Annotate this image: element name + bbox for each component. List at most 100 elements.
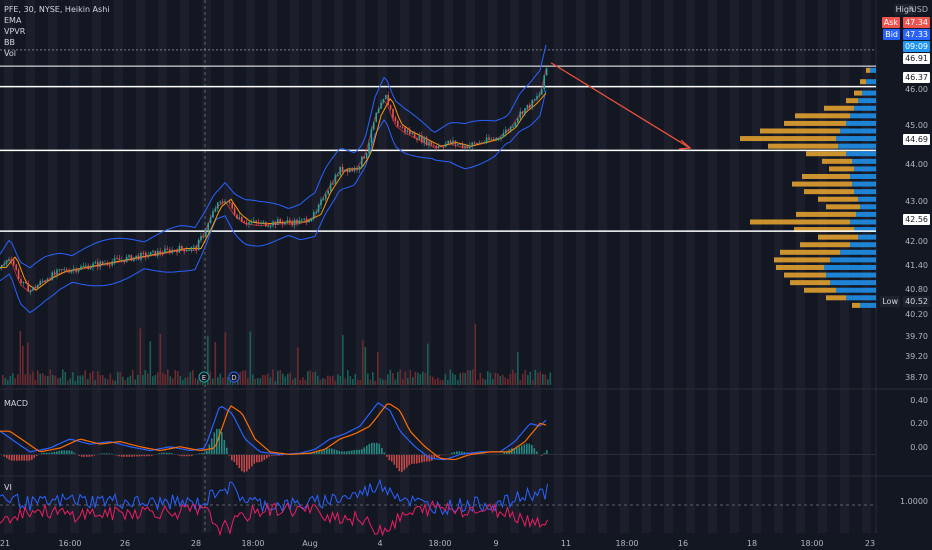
- candle-body: [152, 250, 154, 252]
- candle-body: [538, 94, 541, 97]
- level-tag-42-56[interactable]: 42.56: [903, 214, 930, 225]
- volume-bar: [292, 379, 294, 385]
- session-band: [312, 0, 321, 533]
- vpvr-bar-up: [858, 196, 876, 202]
- volume-bar: [254, 379, 257, 385]
- macd-hist-bar: [81, 454, 83, 457]
- volume-bar: [227, 376, 229, 385]
- candle-body: [449, 140, 452, 143]
- legend-bb[interactable]: BB: [4, 38, 15, 47]
- volume-bar: [382, 379, 384, 385]
- legend-ema[interactable]: EMA: [4, 16, 22, 25]
- candle-body: [176, 250, 178, 253]
- candle-body: [493, 139, 495, 141]
- volume-bar: [252, 374, 254, 385]
- vpvr-bar-down: [806, 151, 846, 157]
- volume-bar: [172, 378, 174, 385]
- candle-body: [377, 108, 380, 113]
- low-value: 40.52: [903, 296, 930, 307]
- volume-bar: [207, 335, 209, 385]
- volume-bar: [469, 370, 472, 385]
- candle-body: [34, 286, 37, 289]
- macd-hist-bar: [21, 454, 23, 461]
- volume-bar: [394, 379, 397, 385]
- candle-body: [29, 290, 32, 292]
- macd-hist-bar: [181, 454, 183, 457]
- macd-hist-bar: [63, 450, 66, 455]
- candle-body: [243, 221, 245, 223]
- volume-bar: [152, 376, 154, 385]
- candle-body: [363, 156, 365, 159]
- candle-body: [325, 194, 327, 200]
- macd-hist-bar: [16, 454, 18, 461]
- candle-body: [308, 220, 310, 223]
- volume-bar: [24, 374, 27, 385]
- candle-body: [1, 265, 3, 268]
- macd-hist-bar: [133, 454, 136, 457]
- vpvr-bar-down: [822, 158, 852, 164]
- candle-body: [49, 279, 51, 281]
- candle-body: [349, 168, 351, 173]
- volume-bar: [157, 372, 159, 385]
- vi-label[interactable]: VI: [4, 483, 12, 492]
- legend-vpvr[interactable]: VPVR: [4, 27, 26, 36]
- macd-hist-bar: [78, 454, 81, 456]
- volume-bar: [444, 373, 447, 385]
- bb-lower-band: [0, 89, 547, 314]
- candle-body: [209, 217, 212, 224]
- candle-body: [322, 199, 325, 201]
- session-band: [576, 0, 585, 533]
- currency-label[interactable]: USD: [910, 5, 928, 14]
- vpvr-bar-up: [854, 105, 876, 111]
- macd-label[interactable]: MACD: [4, 399, 28, 408]
- volume-bar: [67, 380, 69, 385]
- level-tag-46-37[interactable]: 46.37: [903, 72, 930, 83]
- candle-body: [353, 167, 356, 171]
- volume-bar: [439, 379, 442, 385]
- macd-hist-bar: [161, 452, 163, 455]
- candle-body: [315, 211, 317, 213]
- macd-hist-bar: [381, 448, 383, 455]
- volume-bar: [494, 372, 497, 385]
- macd-hist-bar: [313, 452, 316, 455]
- vpvr-bar-up: [846, 295, 876, 301]
- volume-bar: [352, 378, 354, 385]
- candle-body: [25, 281, 27, 284]
- candle-body: [104, 263, 106, 265]
- volume-bar: [49, 369, 52, 385]
- candle-body: [286, 220, 289, 223]
- candle-body: [137, 255, 140, 260]
- volume-bar: [527, 374, 529, 385]
- macd-hist-bar: [191, 454, 193, 456]
- volume-bar: [549, 372, 552, 385]
- macd-hist-bar: [23, 454, 26, 461]
- macd-hist-bar: [278, 454, 281, 456]
- volume-bar: [464, 373, 467, 385]
- volume-bar: [454, 374, 457, 385]
- macd-hist-bar: [58, 450, 61, 455]
- vpvr-bar-down: [784, 120, 846, 126]
- macd-hist-bar: [458, 451, 461, 455]
- candle-body: [255, 220, 257, 223]
- candle-body: [257, 222, 260, 224]
- legend-vol[interactable]: Vol: [4, 49, 16, 58]
- volume-bar: [239, 371, 242, 385]
- candle-body: [425, 137, 428, 145]
- level-tag-44-69[interactable]: 44.69: [903, 134, 930, 145]
- vpvr-histogram: [740, 67, 876, 308]
- candle-body: [445, 143, 447, 147]
- candle-body: [27, 283, 29, 292]
- candle-body: [361, 156, 363, 167]
- macd-hist-bar: [378, 443, 381, 455]
- candle-body: [106, 263, 109, 265]
- macd-hist-bar: [71, 451, 73, 455]
- volume-bar: [332, 375, 334, 385]
- volume-bar: [149, 341, 152, 385]
- candle-body: [334, 175, 337, 184]
- candle-body: [265, 221, 267, 227]
- vpvr-bar-up: [826, 272, 876, 278]
- volume-bar: [282, 373, 284, 385]
- macd-hist-bar: [186, 454, 188, 457]
- candle-body: [533, 99, 536, 101]
